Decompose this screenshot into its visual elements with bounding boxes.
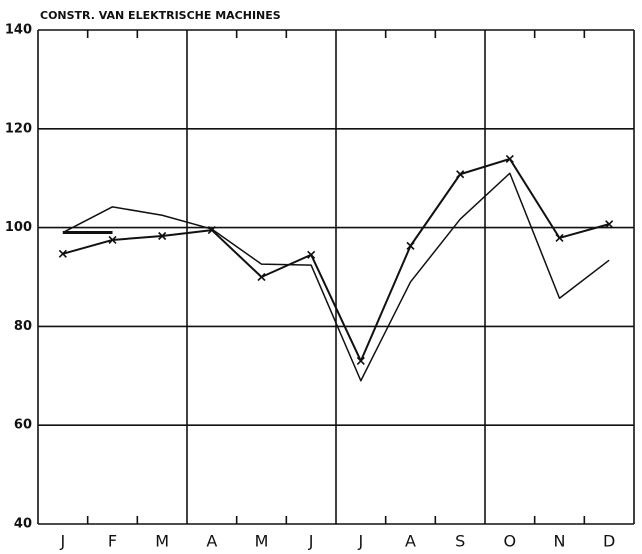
- marker: [555, 233, 564, 243]
- x-tick-label: A: [206, 532, 217, 551]
- x-tick-label: S: [455, 532, 465, 551]
- x-tick-label: O: [504, 532, 517, 551]
- marker: [505, 154, 514, 163]
- series-line: [62, 172, 610, 382]
- chart-title: CONSTR. VAN ELEKTRISCHE MACHINES: [40, 9, 281, 22]
- marker: [307, 250, 316, 259]
- x-tick-label: M: [255, 532, 269, 551]
- x-tick-label: J: [308, 532, 314, 551]
- y-tick-label: 120: [5, 121, 32, 136]
- x-tick-label: J: [357, 532, 363, 551]
- y-tick-label: 60: [14, 418, 32, 433]
- y-tick-label: 80: [14, 319, 32, 334]
- x-tick-label: D: [603, 532, 615, 551]
- x-tick-label: F: [108, 532, 117, 551]
- y-tick-label: 40: [14, 517, 32, 532]
- x-tick-label: M: [155, 532, 169, 551]
- y-tick-label: 140: [5, 23, 32, 38]
- x-tick-label: A: [405, 532, 416, 551]
- marker: [356, 356, 365, 366]
- y-tick-label: 100: [5, 220, 32, 235]
- x-tick-label: J: [59, 532, 65, 551]
- marker: [108, 235, 117, 245]
- marker: [605, 220, 614, 229]
- x-tick-label: N: [554, 532, 566, 551]
- marker: [456, 170, 465, 179]
- marker: [58, 249, 67, 258]
- series-line: [62, 157, 610, 362]
- marker: [158, 231, 167, 241]
- marker: [406, 241, 415, 250]
- marker: [257, 272, 266, 282]
